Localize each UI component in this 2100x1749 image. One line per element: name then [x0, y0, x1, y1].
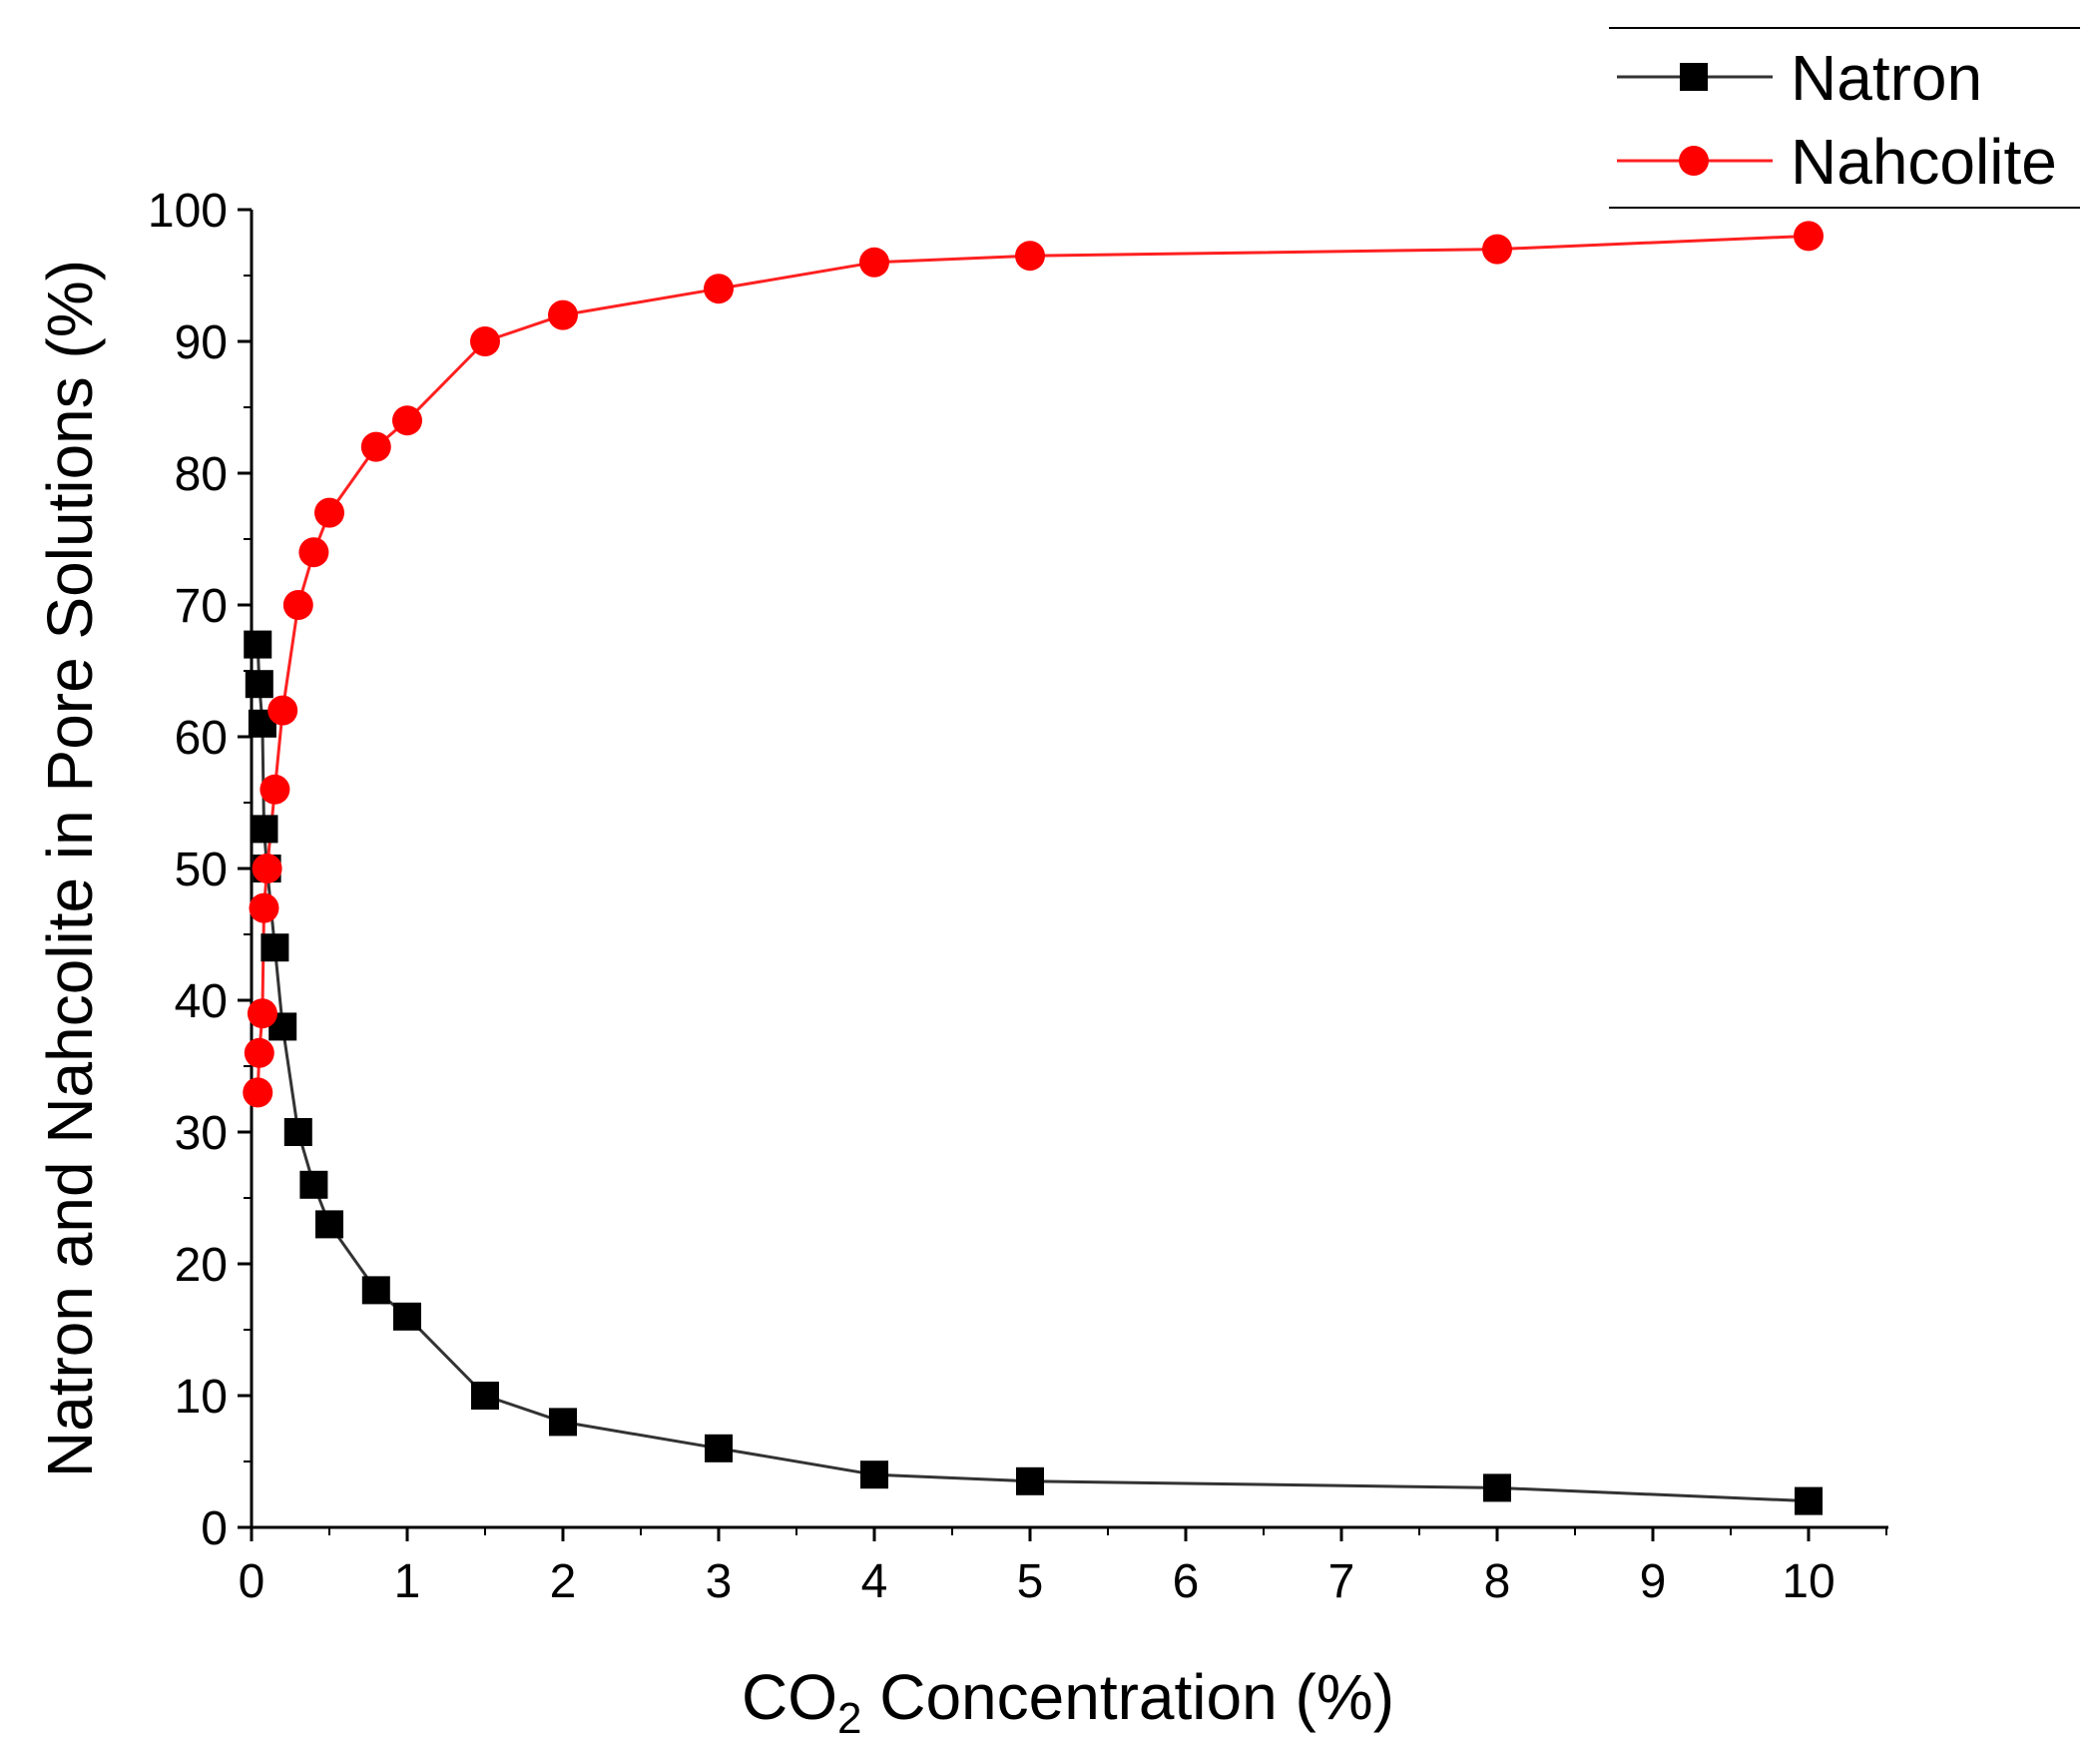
data-point-natron [261, 933, 289, 962]
series-markers [243, 221, 1824, 1515]
x-axis-title-subscript: 2 [837, 1694, 861, 1743]
y-tick-label: 70 [175, 580, 228, 633]
legend-natron-label: Natron [1791, 42, 1982, 114]
data-point-nahcolite [249, 892, 279, 923]
data-point-natron [245, 670, 273, 699]
data-point-nahcolite [859, 247, 889, 278]
series-line-natron [256, 644, 1810, 1503]
y-tick-label: 40 [175, 975, 228, 1028]
data-point-nahcolite [282, 590, 313, 620]
data-point-natron [250, 815, 278, 844]
legend-nahcolite-label: Nahcolite [1791, 126, 2057, 198]
y-tick-label: 50 [175, 844, 228, 896]
legend: Natron Nahcolite [1609, 27, 2080, 209]
y-tick-label: 60 [175, 712, 228, 765]
x-tick-label: 6 [1173, 1555, 1200, 1608]
legend-nahcolite-marker [1679, 146, 1709, 176]
data-point-natron [361, 1276, 390, 1305]
x-tick-label: 5 [1017, 1555, 1044, 1608]
data-point-nahcolite [298, 537, 329, 568]
x-axis-title-rest: Concentration (%) [861, 1661, 1394, 1733]
x-axis-title: CO2 Concentration (%) [742, 1661, 1394, 1743]
x-axis-ticks: 0 1 2 3 4 5 6 7 8 9 10 [239, 1527, 1887, 1608]
y-tick-label: 90 [175, 316, 228, 369]
x-tick-label: 8 [1484, 1555, 1511, 1608]
data-point-natron [1795, 1486, 1823, 1515]
x-tick-label: 7 [1328, 1555, 1355, 1608]
data-point-nahcolite [704, 274, 734, 304]
data-point-nahcolite [1015, 241, 1045, 272]
x-tick-label: 9 [1640, 1555, 1667, 1608]
data-point-natron [860, 1460, 888, 1489]
x-tick-label: 3 [706, 1555, 733, 1608]
x-tick-label: 1 [394, 1555, 421, 1608]
data-point-nahcolite [260, 774, 290, 805]
x-tick-label: 2 [550, 1555, 577, 1608]
y-axis-ticks: 0 10 20 30 40 50 60 70 80 90 100 [148, 185, 252, 1555]
y-tick-label: 0 [201, 1502, 228, 1555]
data-point-nahcolite [360, 431, 391, 462]
x-tick-label: 10 [1782, 1555, 1835, 1608]
series-line-nahcolite [256, 234, 1810, 1093]
data-point-nahcolite [252, 854, 282, 883]
x-tick-label: 0 [239, 1555, 265, 1608]
data-point-natron [705, 1434, 733, 1462]
y-tick-label: 30 [175, 1107, 228, 1160]
data-point-natron [471, 1382, 499, 1410]
data-point-natron [393, 1302, 421, 1331]
series-lines [256, 234, 1810, 1503]
y-tick-label: 100 [148, 185, 228, 238]
data-point-natron [315, 1210, 343, 1239]
x-axis-title-main: CO [742, 1661, 837, 1733]
data-point-nahcolite [244, 1037, 274, 1068]
data-point-nahcolite [314, 497, 344, 528]
y-tick-label: 10 [175, 1371, 228, 1424]
y-axis-title: Natron and Nahcolite in Pore Solutions (… [34, 260, 106, 1477]
data-point-nahcolite [1482, 234, 1512, 265]
data-point-nahcolite [392, 405, 422, 436]
y-tick-label: 80 [175, 448, 228, 501]
data-point-nahcolite [470, 326, 500, 356]
data-point-nahcolite [243, 1077, 273, 1108]
y-tick-label: 20 [175, 1239, 228, 1292]
data-point-nahcolite [1794, 221, 1824, 252]
data-point-natron [244, 630, 272, 659]
x-tick-label: 4 [861, 1555, 888, 1608]
data-point-natron [1483, 1473, 1511, 1502]
data-point-natron [299, 1170, 328, 1199]
data-point-nahcolite [267, 695, 298, 726]
data-point-natron [1016, 1466, 1044, 1495]
data-point-nahcolite [548, 299, 578, 330]
legend-natron-marker [1680, 63, 1708, 91]
data-point-nahcolite [247, 998, 277, 1029]
data-point-natron [549, 1408, 577, 1437]
data-point-natron [283, 1118, 312, 1146]
